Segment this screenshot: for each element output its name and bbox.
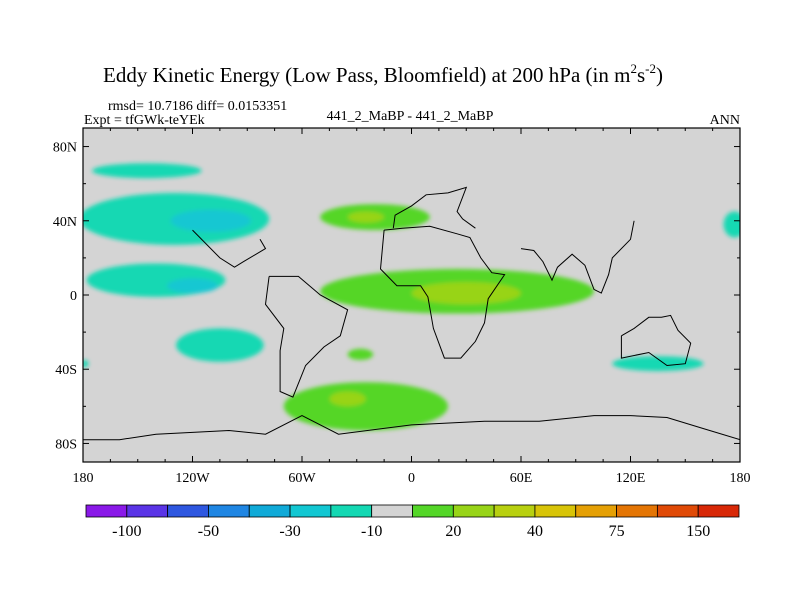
tropical-pacific-core-negative — [166, 278, 219, 294]
colorbar-label: -100 — [112, 523, 141, 540]
antarctica-coastline — [83, 415, 740, 441]
colorbar-label: -50 — [198, 523, 219, 540]
x-tick-label: 180 — [73, 471, 94, 486]
north-america-coastline — [192, 229, 267, 268]
colorbar: -100 -50 -30 -10 20 40 75 150 — [85, 504, 740, 540]
colorbar-box — [167, 504, 209, 518]
y-tick-label: 0 — [70, 289, 77, 304]
south-atlantic-small-positive — [347, 348, 374, 360]
y-tick-label: 40S — [55, 363, 77, 378]
y-axis: 80N 40N 0 40S 80S — [53, 141, 740, 452]
colorbar-label: 150 — [686, 523, 710, 540]
colorbar-label: 40 — [527, 523, 543, 540]
colorbar-box — [534, 504, 577, 518]
expt-label: Expt = tfGWk-teYEk — [84, 113, 205, 128]
colorbar-label: 20 — [445, 523, 461, 540]
south-america-coastline — [264, 275, 349, 398]
australia-coastline — [620, 314, 692, 367]
colorbar-box — [330, 504, 373, 518]
west-edge-negative-dot — [83, 359, 89, 368]
x-tick-label: 60E — [510, 471, 533, 486]
southern-positive-band — [283, 382, 448, 431]
south-pacific-negative — [176, 328, 264, 362]
colorbar-label: -30 — [279, 523, 300, 540]
coastlines — [83, 186, 740, 441]
colorbar-box — [412, 504, 454, 518]
season-label: ANN — [710, 113, 740, 128]
x-tick-label: 0 — [408, 471, 415, 486]
south-asia-coastline — [520, 220, 635, 294]
colorbar-box — [371, 504, 413, 518]
y-tick-label: 80S — [55, 437, 77, 452]
x-tick-label: 120W — [175, 471, 210, 486]
north-pacific-core-negative — [170, 209, 251, 232]
colorbar-label: 75 — [609, 523, 625, 540]
southwest-pacific-negative — [612, 356, 704, 372]
colorbar-box — [697, 504, 740, 518]
north-atlantic-core-positive — [347, 211, 385, 223]
chart-title: Eddy Kinetic Energy (Low Pass, Bloomfiel… — [103, 61, 663, 87]
northeast-pacific-negative — [723, 211, 740, 238]
africa-coastline — [379, 225, 506, 359]
colorbar-box — [493, 504, 536, 518]
stats-line: rmsd= 10.7186 diff= 0.0153351 — [108, 99, 287, 114]
x-tick-label: 180 — [730, 471, 751, 486]
europe-asia-coastline — [392, 186, 476, 229]
arctic-negative-streak — [92, 163, 202, 179]
colorbar-box — [616, 504, 658, 518]
colorbar-box — [575, 504, 617, 518]
colorbar-box — [85, 504, 128, 518]
equatorial-core-positive — [411, 282, 521, 305]
x-tick-label: 60W — [288, 471, 316, 486]
comparison-label: 441_2_MaBP - 441_2_MaBP — [327, 109, 494, 124]
colorbar-box — [248, 504, 291, 518]
colorbar-box — [289, 504, 332, 518]
colorbar-box — [126, 504, 169, 518]
colorbar-box — [656, 504, 699, 518]
x-tick-label: 120E — [616, 471, 646, 486]
x-axis: 180 120W 60W 0 60E 120E 180 — [73, 128, 751, 486]
southern-core-positive — [329, 391, 366, 407]
y-tick-label: 80N — [53, 141, 77, 156]
colorbar-box — [452, 504, 495, 518]
colorbar-box — [208, 504, 250, 518]
y-tick-label: 40N — [53, 215, 77, 230]
colorbar-label: -10 — [361, 523, 382, 540]
